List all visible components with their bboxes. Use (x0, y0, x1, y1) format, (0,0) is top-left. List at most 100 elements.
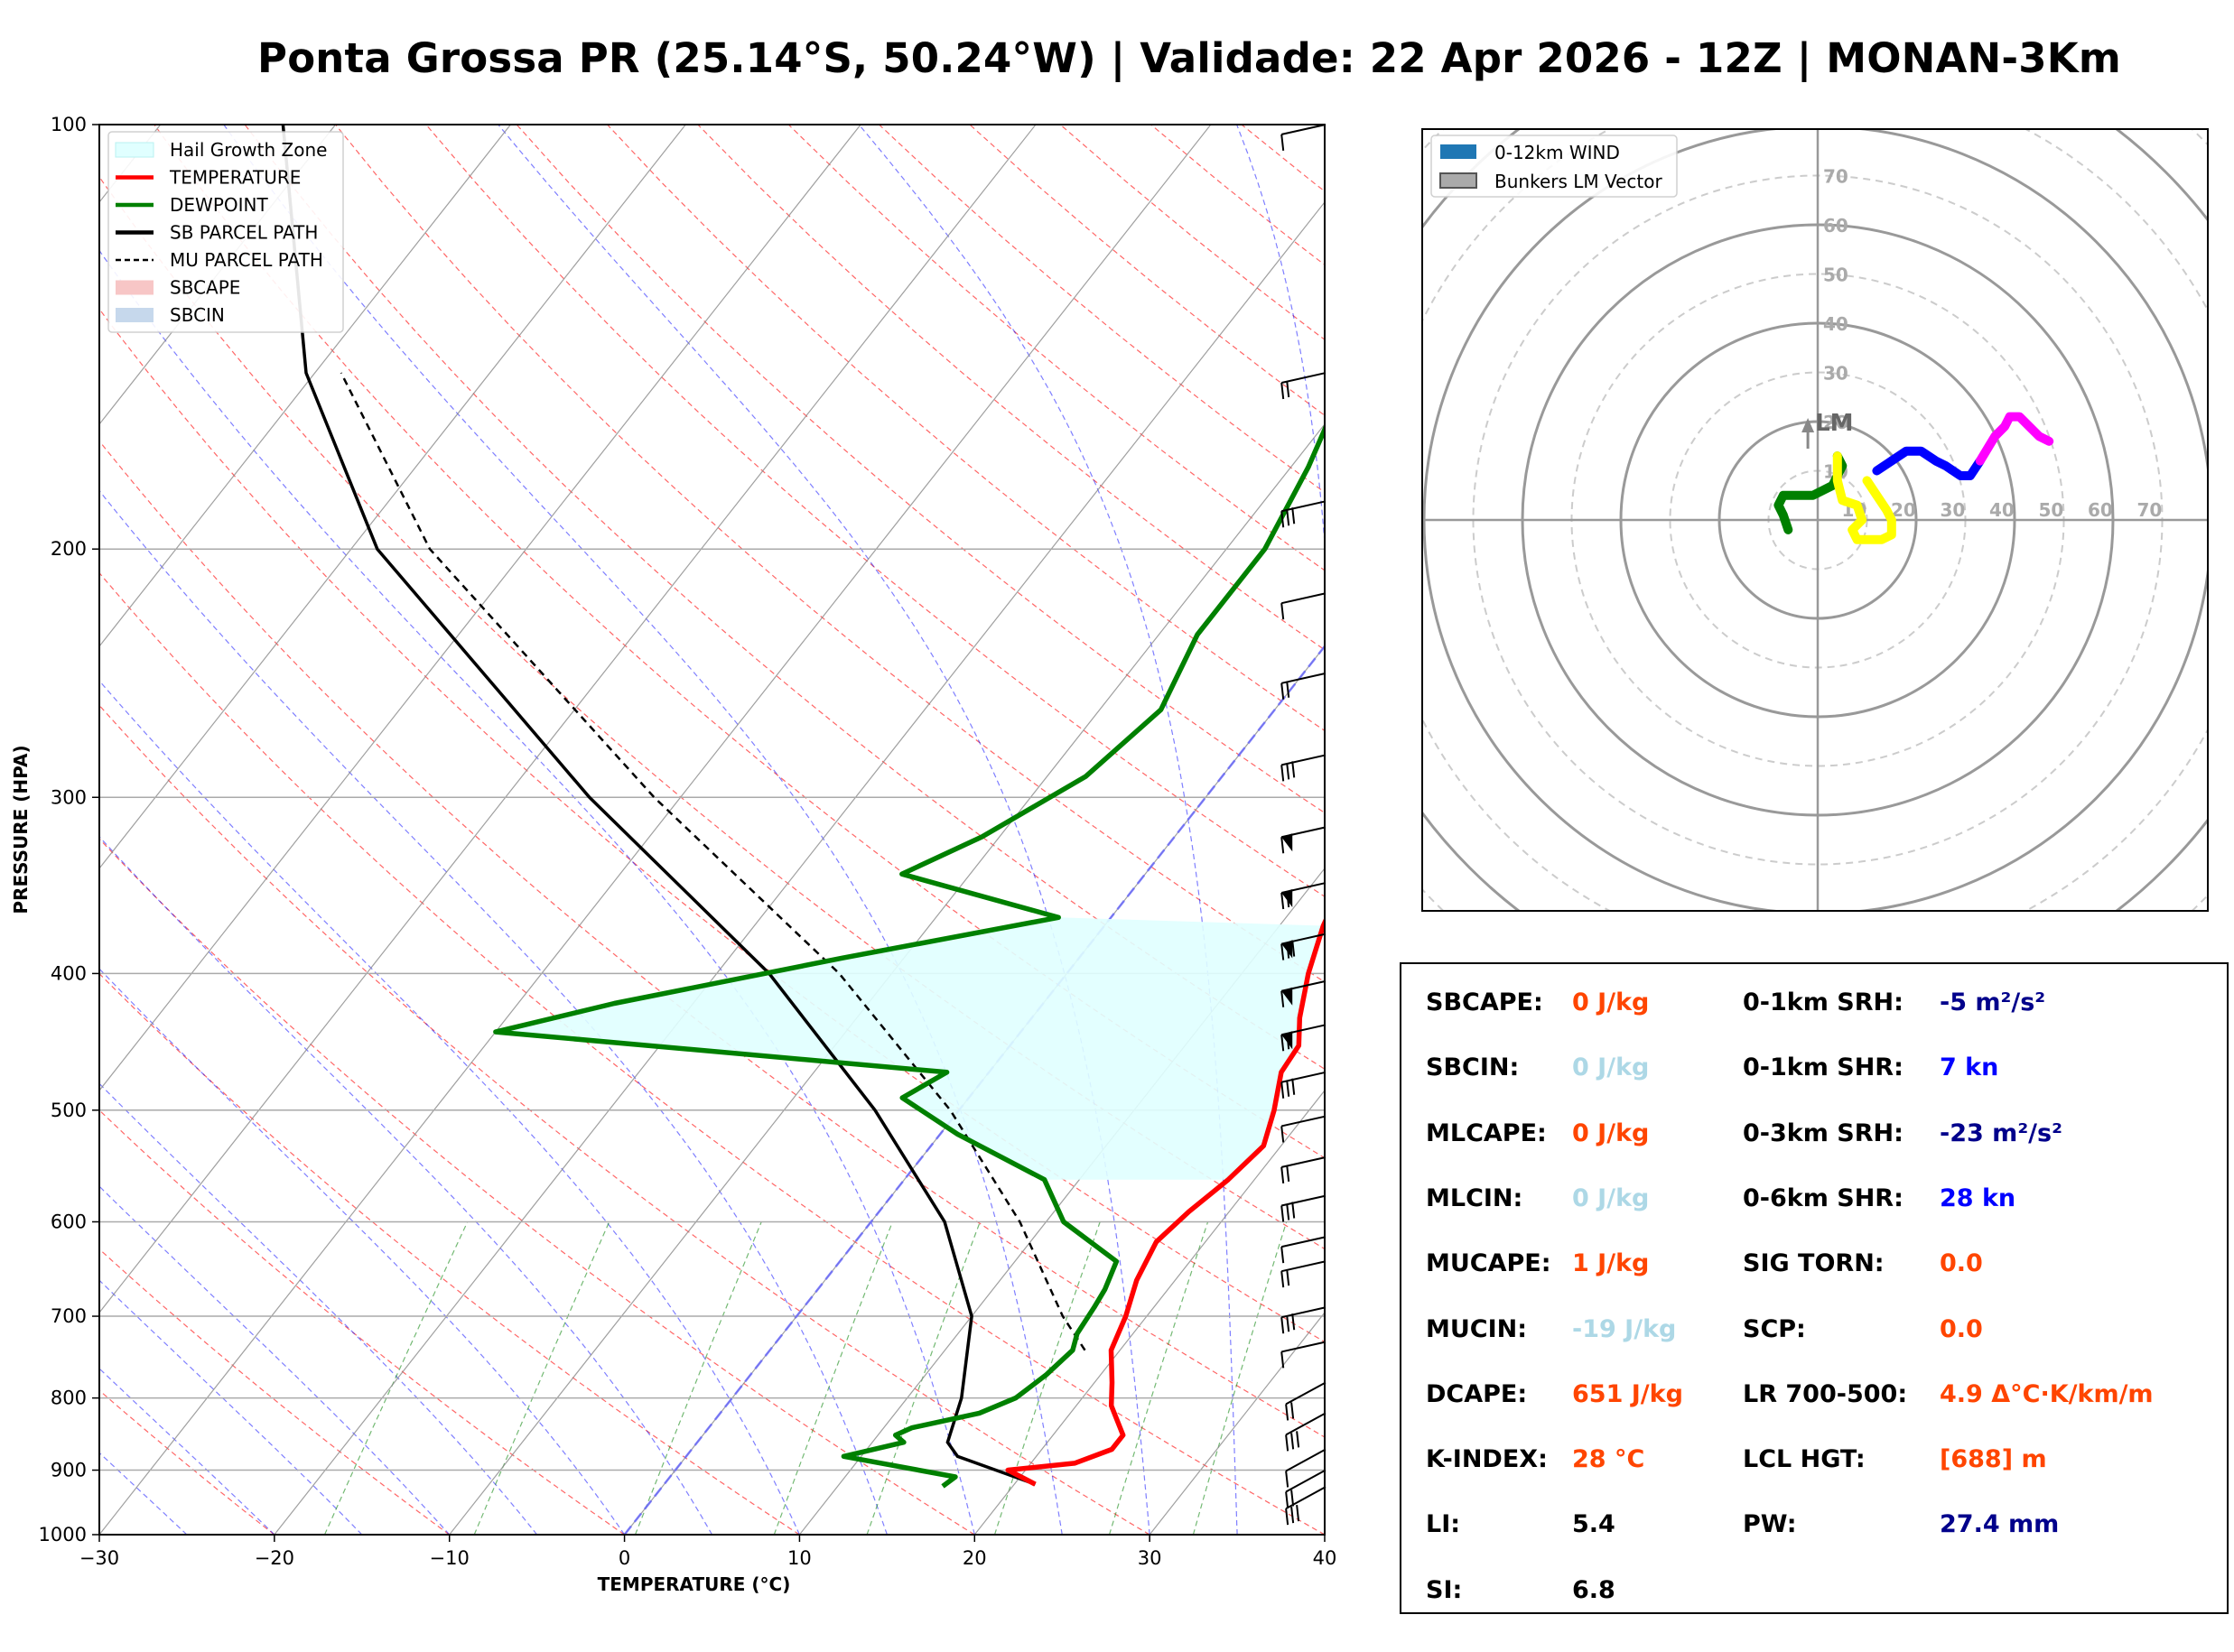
hodo-ring-label: 30 (1941, 499, 1966, 521)
wind-barb (1280, 1306, 1326, 1334)
param-value: -19 J/kg (1572, 1314, 1677, 1343)
isotherm (99, 125, 686, 869)
param-value: 0 J/kg (1572, 1053, 1650, 1082)
param-label: MUCAPE: (1426, 1249, 1551, 1278)
param-label: PW: (1743, 1510, 1797, 1539)
param-label: MLCAPE: (1426, 1118, 1547, 1147)
hodograph-segment-3 (1975, 412, 2054, 466)
param-value: 5.4 (1572, 1510, 1615, 1539)
param-value: 1 J/kg (1572, 1249, 1650, 1278)
param-value: 651 J/kg (1572, 1379, 1683, 1408)
param-label: MUCIN: (1426, 1314, 1528, 1343)
x-tick-label: −20 (255, 1547, 294, 1569)
legend-entry: DEWPOINT (116, 194, 268, 216)
param-value: -5 m²/s² (1940, 988, 2046, 1016)
y-tick-label: 1000 (39, 1524, 87, 1545)
y-tick-label: 200 (51, 538, 87, 560)
y-tick-label: 500 (51, 1100, 87, 1121)
wind-barb (1280, 124, 1326, 152)
wind-barb (1280, 979, 1326, 1007)
wind-barb (1280, 933, 1326, 961)
isotherm (449, 422, 1325, 1535)
x-tick-label: −30 (79, 1547, 119, 1569)
bunkers-lm-arrowhead (1801, 418, 1815, 432)
legend-label: SB PARCEL PATH (170, 222, 318, 244)
mixing-ratio-line (634, 1221, 762, 1535)
hodo-ring-label: 70 (2137, 499, 2163, 521)
y-tick-label: 400 (51, 962, 87, 984)
wind-barb (1285, 1412, 1326, 1452)
wind-barb (1280, 1260, 1326, 1288)
param-label: 0-3km SRH: (1743, 1118, 1904, 1147)
mixing-ratio-line (773, 1221, 893, 1535)
dry-adiabat (99, 1389, 275, 1535)
legend-label: TEMPERATURE (169, 167, 301, 189)
isotherm (798, 867, 1325, 1535)
legend-entry: SB PARCEL PATH (116, 222, 318, 244)
param-value: 7 kn (1940, 1053, 1999, 1082)
param-value: -23 m²/s² (1940, 1118, 2062, 1147)
moist-adiabat (498, 125, 1150, 1535)
hodo-ring-label: 60 (2088, 499, 2113, 521)
param-value: 27.4 mm (1940, 1510, 2060, 1539)
wind-barb (1280, 1071, 1326, 1099)
hodo-axis-label: 50 (1823, 265, 1848, 286)
hail-growth-zone (495, 917, 1324, 1180)
x-tick-label: 40 (1313, 1547, 1337, 1569)
hodo-axis-label: 30 (1823, 363, 1848, 385)
param-label: SCP: (1743, 1314, 1806, 1343)
wind-barb (1280, 372, 1326, 400)
param-value: 6.8 (1572, 1575, 1615, 1604)
isotherm (99, 125, 1212, 1535)
legend-label: DEWPOINT (170, 194, 268, 216)
y-tick-label: 900 (51, 1460, 87, 1481)
legend-box (107, 131, 344, 333)
y-tick-label: 300 (51, 786, 87, 808)
wind-barb (1280, 500, 1326, 528)
param-label: LR 700-500: (1743, 1379, 1908, 1408)
param-label: 0-1km SHR: (1743, 1053, 1904, 1082)
hodograph-segment-1 (1832, 451, 1896, 544)
isotherm (274, 200, 1325, 1535)
dewpoint-line (493, 422, 1325, 1489)
sb-parcel-line (281, 125, 1037, 1486)
legend-swatch (115, 142, 154, 158)
dry-adiabat (99, 1248, 451, 1535)
isotherm (99, 125, 1037, 1313)
wind-barb (1280, 592, 1326, 620)
param-value: 4.9 Δ°C·K/km/m (1940, 1379, 2154, 1408)
param-value: 0 J/kg (1572, 988, 1650, 1016)
param-label: SBCAPE: (1426, 988, 1543, 1016)
x-tick-label: −10 (430, 1547, 470, 1569)
legend-entry: TEMPERATURE (116, 167, 301, 189)
param-label: MLCIN: (1426, 1183, 1523, 1212)
wind-barb (1280, 1115, 1326, 1143)
wind-barb (1285, 1381, 1326, 1421)
dry-adiabat (335, 125, 1325, 983)
legend-entry: Hail Growth Zone (115, 139, 327, 161)
mixing-ratio-line (993, 1221, 1101, 1535)
wind-barb (1285, 1469, 1326, 1508)
y-tick-label: 800 (51, 1387, 87, 1409)
param-label: SBCIN: (1426, 1053, 1520, 1082)
hodograph-segment-2 (1872, 446, 1985, 480)
wind-barb (1280, 1024, 1326, 1052)
dry-adiabat (99, 571, 1325, 1535)
wind-barb (1285, 1448, 1326, 1488)
param-value: 0.0 (1940, 1314, 1983, 1343)
parameters-panel: SBCAPE: 0 J/kg SBCIN: 0 J/kg MLCAPE: 0 J/kg ML… (1400, 962, 2229, 1614)
mu-parcel-line (340, 372, 1086, 1351)
legend-entry: MU PARCEL PATH (116, 249, 323, 271)
param-label: SIG TORN: (1743, 1249, 1885, 1278)
wind-barb (1280, 1156, 1326, 1184)
moist-adiabat (99, 1185, 451, 1535)
param-label: SI: (1426, 1575, 1463, 1604)
legend-entry: SBCAPE (116, 277, 240, 299)
y-tick-label: 100 (51, 114, 87, 135)
moist-adiabat (99, 836, 713, 1535)
hodo-legend-label: 0-12km WIND (1494, 142, 1620, 163)
hodo-axis-label: 40 (1823, 313, 1848, 335)
param-value: 0.0 (1940, 1249, 1983, 1278)
wind-barb (1280, 882, 1326, 910)
y-tick-label: 700 (51, 1305, 87, 1327)
